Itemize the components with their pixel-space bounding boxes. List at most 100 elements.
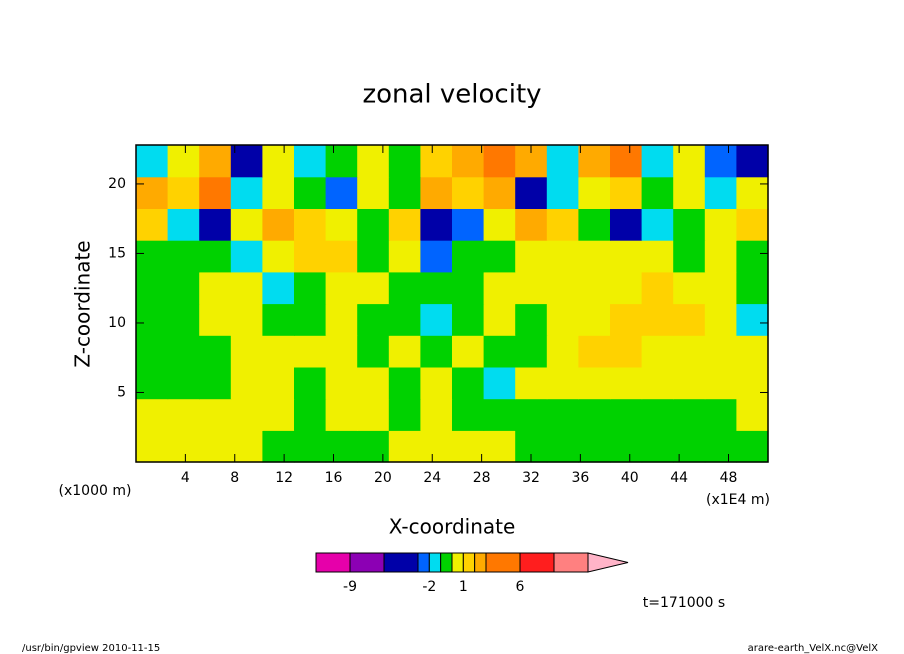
field-cell (357, 430, 390, 463)
x-tick-label: 4 (181, 470, 190, 486)
field-cell (546, 271, 579, 305)
field-cell (230, 335, 263, 368)
x-axis-label: X-coordinate (389, 515, 516, 539)
field-cell (452, 176, 485, 209)
field-cell (294, 176, 327, 209)
colorbar-box (417, 552, 430, 573)
field-cell (546, 398, 579, 431)
field-cell (199, 430, 232, 463)
field-cell (199, 145, 232, 178)
colorbar-box (462, 552, 476, 573)
field-cell (641, 303, 674, 336)
x-unit: (x1E4 m) (706, 492, 770, 508)
field-cell (673, 271, 706, 305)
field-cell (483, 208, 516, 241)
field-cell (230, 271, 263, 305)
field-cell (673, 208, 706, 241)
field-cell (736, 271, 769, 305)
field-cell (388, 271, 421, 305)
field-cell (704, 271, 737, 305)
field-cell (736, 430, 769, 463)
field-cell (515, 271, 548, 305)
field-cell (294, 335, 327, 368)
field-cell (515, 240, 548, 273)
field-cell (578, 271, 611, 305)
field-cell (167, 303, 200, 336)
field-cell (736, 366, 769, 400)
field-cell (546, 176, 579, 209)
field-cell (704, 398, 737, 431)
field-cell (578, 176, 611, 209)
field-cell (483, 303, 516, 336)
field-cell (167, 366, 200, 400)
field-cell (167, 398, 200, 431)
field-cell (483, 398, 516, 431)
field-cell (262, 430, 295, 463)
colorbar-tick-label: -2 (422, 579, 436, 595)
plot-frame (135, 144, 769, 463)
field-cell (704, 430, 737, 463)
field-cell (420, 208, 453, 241)
field-cell (294, 240, 327, 273)
field-cell (736, 240, 769, 273)
field-cell (673, 335, 706, 368)
field-cell (578, 335, 611, 368)
field-cell (483, 366, 516, 400)
y-axis-label: Z-coordinate (71, 240, 95, 367)
field (136, 145, 769, 463)
field-cell (610, 398, 643, 431)
field-cell (199, 176, 232, 209)
field-cell (230, 176, 263, 209)
field-cell (546, 145, 579, 178)
field-cell (199, 366, 232, 400)
field-cell (262, 176, 295, 209)
field-cell (199, 398, 232, 431)
field-cell (262, 271, 295, 305)
field-cell (673, 176, 706, 209)
colorbar-box (485, 552, 521, 573)
field-cell (167, 335, 200, 368)
field-cell (325, 176, 358, 209)
field-cell (357, 303, 390, 336)
field-cell (199, 208, 232, 241)
field-cell (515, 366, 548, 400)
field-cell (262, 366, 295, 400)
field-cell (610, 240, 643, 273)
field-cell (325, 145, 358, 178)
field-cell (452, 430, 485, 463)
colorbar-extend (587, 552, 629, 573)
field-cell (736, 145, 769, 178)
field-cell (641, 208, 674, 241)
field-cell (452, 145, 485, 178)
x-tick-label: 44 (670, 470, 688, 486)
field-cell (199, 303, 232, 336)
field-cell (610, 208, 643, 241)
colorbar-box (451, 552, 464, 573)
field-cell (578, 430, 611, 463)
x-tick-label: 20 (374, 470, 392, 486)
time-label: t=171000 s (643, 595, 725, 611)
field-cell (357, 271, 390, 305)
field-cell (610, 303, 643, 336)
field-cell (546, 366, 579, 400)
field-cell (641, 176, 674, 209)
field-cell (578, 398, 611, 431)
field-cell (483, 430, 516, 463)
field-cell (420, 145, 453, 178)
field-cell (230, 366, 263, 400)
field-cell (262, 335, 295, 368)
field-cell (325, 208, 358, 241)
footer-right: arare-earth_VelX.nc@VelX (748, 643, 879, 654)
x-tick-label: 40 (621, 470, 639, 486)
field-cell (199, 335, 232, 368)
y-tick-label: 15 (108, 245, 126, 261)
field-cell (262, 398, 295, 431)
field-cell (483, 271, 516, 305)
field-cell (357, 335, 390, 368)
field-cell (578, 303, 611, 336)
field-cell (136, 430, 169, 463)
field-cell (546, 208, 579, 241)
field-cell (546, 240, 579, 273)
